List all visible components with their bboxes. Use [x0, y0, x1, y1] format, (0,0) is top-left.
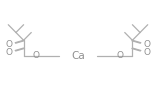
Text: O: O: [32, 51, 39, 60]
Text: O: O: [5, 40, 12, 49]
Text: Ca: Ca: [71, 51, 85, 61]
Text: O: O: [144, 40, 151, 49]
Text: O: O: [117, 51, 124, 60]
Text: O: O: [144, 48, 151, 57]
Text: O: O: [5, 48, 12, 57]
